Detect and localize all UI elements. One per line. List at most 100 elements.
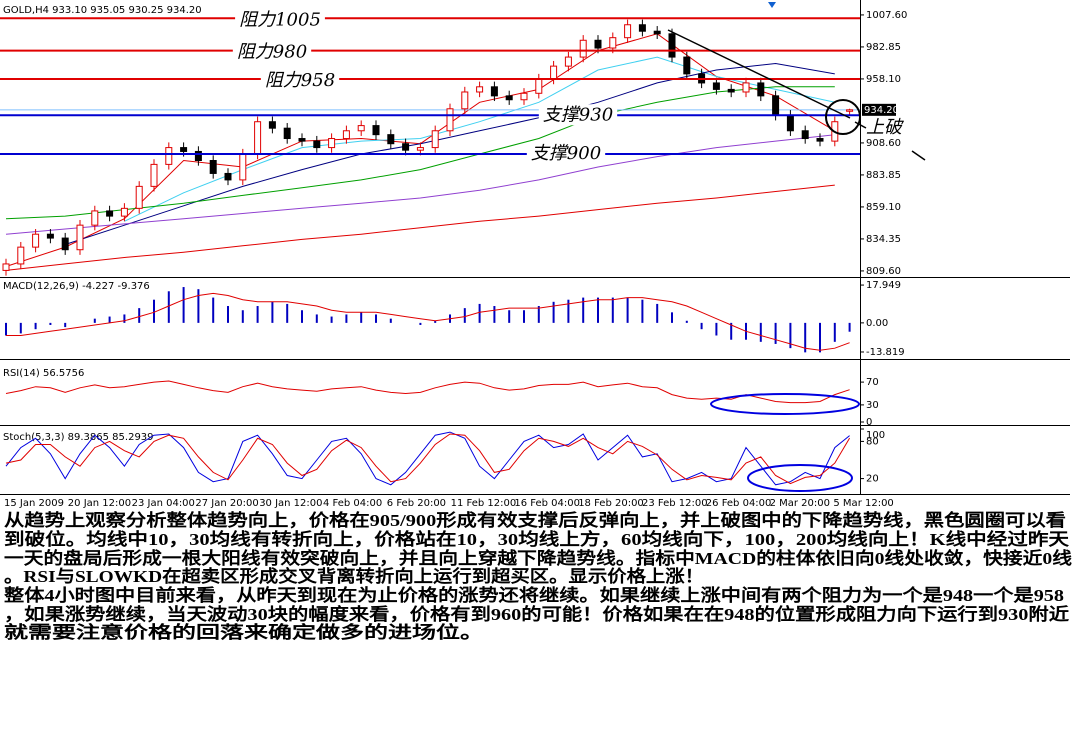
panel-header: Stoch(5,3,3) 89.3865 85.2939 bbox=[3, 432, 154, 443]
candle-body bbox=[727, 88, 735, 93]
panel-frame bbox=[0, 0, 1070, 495]
commentary-line: 从趋势上观察分析整体趋势向上，价格在905/900形成有效支撑后反弹向上，并上破… bbox=[4, 510, 1066, 530]
breakout-circle bbox=[825, 99, 861, 135]
moving-average bbox=[5, 134, 835, 235]
level-label-bg bbox=[232, 41, 312, 63]
candle-body bbox=[254, 121, 262, 155]
candle-body bbox=[594, 39, 602, 49]
moving-average bbox=[65, 62, 835, 245]
candle-body bbox=[712, 82, 720, 90]
candle-body bbox=[683, 56, 691, 75]
candle-body bbox=[490, 86, 498, 97]
candle-body bbox=[668, 33, 676, 58]
x-tick-label: 11 Feb 12:00 bbox=[451, 498, 517, 509]
candle-body bbox=[816, 138, 824, 142]
y-tick-label: 982.85 bbox=[866, 42, 901, 53]
y-tick-label: 17.949 bbox=[866, 280, 901, 291]
candle-body bbox=[298, 138, 306, 142]
candle-body bbox=[579, 39, 587, 58]
candle-body bbox=[461, 91, 469, 110]
moving-average bbox=[5, 184, 835, 271]
breakout-arrow bbox=[854, 121, 867, 129]
candle-body bbox=[801, 130, 809, 140]
price-tag bbox=[862, 103, 896, 116]
moving-average bbox=[5, 86, 835, 220]
candle-body bbox=[61, 237, 69, 251]
macd-signal bbox=[6, 292, 850, 351]
candle-body bbox=[283, 127, 291, 140]
candle-body bbox=[135, 185, 143, 209]
level-label-bg bbox=[538, 104, 618, 126]
level-label: 阻力1005 bbox=[239, 9, 321, 30]
breakout-label: 上破 bbox=[866, 117, 905, 138]
y-tick-label: 70 bbox=[866, 377, 879, 388]
candle-body bbox=[550, 65, 558, 80]
commentary-line: 到破位。均线中10，30均线有转折向上，价格站在10，30均线上方，60均线向下… bbox=[4, 529, 1070, 549]
candle-body bbox=[402, 143, 410, 151]
candle-body bbox=[757, 82, 765, 97]
candle-body bbox=[32, 233, 40, 248]
candle-body bbox=[342, 130, 350, 140]
level-label: 阻力958 bbox=[265, 70, 335, 91]
candle-body bbox=[520, 92, 528, 101]
indicator-line bbox=[5, 380, 850, 404]
x-tick-label: 27 Jan 20:00 bbox=[195, 498, 258, 509]
rsi-highlight bbox=[710, 393, 860, 415]
x-tick-label: 5 Mar 12:00 bbox=[833, 498, 893, 509]
indicator-line bbox=[5, 433, 851, 485]
y-tick-label: 958.10 bbox=[866, 74, 901, 85]
stoch-highlight bbox=[747, 464, 853, 492]
candle-body bbox=[194, 150, 202, 162]
price-tag-label: 934.20 bbox=[864, 105, 899, 116]
candle-body bbox=[165, 147, 173, 165]
y-tick-label: 834.35 bbox=[866, 234, 901, 245]
candle-body bbox=[653, 30, 661, 35]
candle-body bbox=[313, 140, 321, 149]
candle-body bbox=[431, 130, 439, 149]
candle-body bbox=[786, 114, 794, 132]
candle-body bbox=[328, 138, 336, 149]
candle-body bbox=[505, 95, 513, 101]
candle-body bbox=[76, 224, 84, 251]
level-label-bg bbox=[526, 143, 606, 165]
candle-body bbox=[91, 210, 99, 226]
y-tick-label: 908.60 bbox=[866, 138, 901, 149]
y-tick-label: 20 bbox=[866, 474, 879, 485]
y-tick-label: 0 bbox=[866, 417, 872, 428]
y-tick-label: 883.85 bbox=[866, 170, 901, 181]
y-tick-label: 30 bbox=[866, 400, 879, 411]
x-tick-label: 2 Mar 20:00 bbox=[770, 498, 830, 509]
panel-header: RSI(14) 56.5756 bbox=[3, 368, 84, 379]
candle-body bbox=[239, 153, 247, 181]
candle-body bbox=[268, 121, 276, 129]
level-label: 阻力980 bbox=[237, 42, 307, 63]
x-tick-label: 15 Jan 2009 bbox=[4, 498, 64, 509]
candle-body bbox=[624, 24, 632, 39]
commentary-line: 一天的盘局后形成一根大阳线有效突破向上，并且向上穿越下降趋势线。指标中MACD的… bbox=[4, 548, 1072, 568]
x-tick-label: 30 Jan 12:00 bbox=[259, 498, 322, 509]
level-label: 支撑930 bbox=[543, 104, 613, 125]
y-tick-label: 809.60 bbox=[866, 266, 901, 277]
x-tick-label: 4 Feb 04:00 bbox=[323, 498, 382, 509]
candle-body bbox=[46, 233, 54, 239]
candle-body bbox=[476, 86, 484, 93]
x-tick-label: 23 Feb 12:00 bbox=[642, 498, 708, 509]
y-tick-label: 100 bbox=[866, 430, 885, 441]
candle-body bbox=[564, 56, 572, 67]
candle-body bbox=[150, 163, 158, 187]
x-tick-label: 18 Feb 20:00 bbox=[578, 498, 644, 509]
panel-header: GOLD,H4 933.10 935.05 930.25 934.20 bbox=[3, 5, 202, 16]
commentary-line: 整体4小时图中目前来看，从昨天到现在为止价格的涨势还将继续。如果继续上涨中间有两… bbox=[4, 585, 1064, 605]
candle-body bbox=[846, 109, 854, 112]
candle-body bbox=[2, 263, 10, 271]
candle-body bbox=[180, 147, 188, 152]
candle-body bbox=[372, 125, 380, 136]
trend-line bbox=[667, 29, 851, 119]
level-label-bg bbox=[260, 70, 340, 92]
y-tick-label: -13.819 bbox=[866, 347, 905, 358]
y-tick-label: 859.10 bbox=[866, 202, 901, 213]
indicator-line bbox=[5, 431, 850, 486]
